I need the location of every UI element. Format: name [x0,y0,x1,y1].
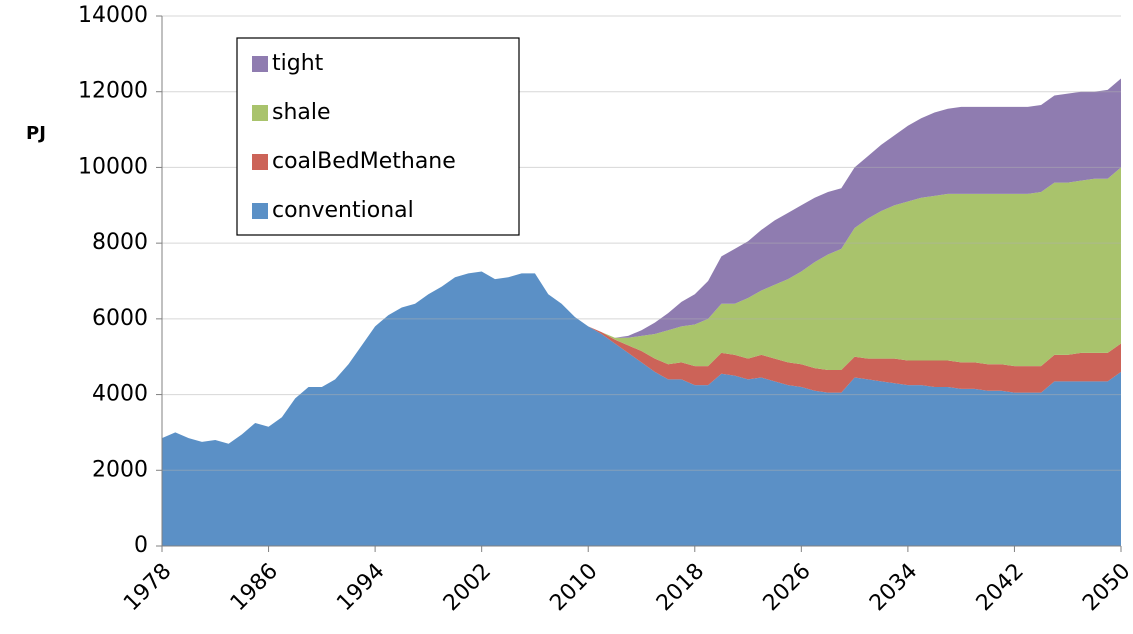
legend-swatch [252,203,268,219]
x-tick-label: 2050 [1078,559,1133,616]
y-tick-label: 6000 [92,306,148,331]
x-tick-label: 2010 [545,559,602,616]
y-tick-label: 12000 [78,79,148,104]
y-tick-label: 4000 [92,382,148,407]
legend-swatch [252,56,268,72]
x-tick-label: 1986 [226,559,283,616]
area [162,271,1121,444]
legend-swatch [252,154,268,170]
legend-swatch [252,105,268,121]
y-tick-label: 14000 [78,3,148,28]
y-axis-label: PJ [26,123,46,144]
area [162,78,1121,444]
x-tick-label: 2026 [759,559,816,616]
x-tick-label: 1994 [332,559,389,616]
legend-label: coalBedMethane [272,149,456,174]
x-tick-label: 1978 [119,559,176,616]
x-tick-label: 2018 [652,559,709,616]
legend-label: shale [272,100,331,125]
area [162,271,1121,546]
legend-label: conventional [272,198,414,223]
y-tick-label: 8000 [92,230,148,255]
x-tick-label: 2002 [439,559,496,616]
area [162,167,1121,444]
x-tick-label: 2034 [865,559,922,616]
x-tick-label: 2042 [972,559,1029,616]
legend-label: tight [272,51,324,76]
y-tick-label: 0 [134,533,148,558]
y-tick-label: 10000 [78,154,148,179]
y-tick-label: 2000 [92,457,148,482]
legend-box [236,37,520,236]
